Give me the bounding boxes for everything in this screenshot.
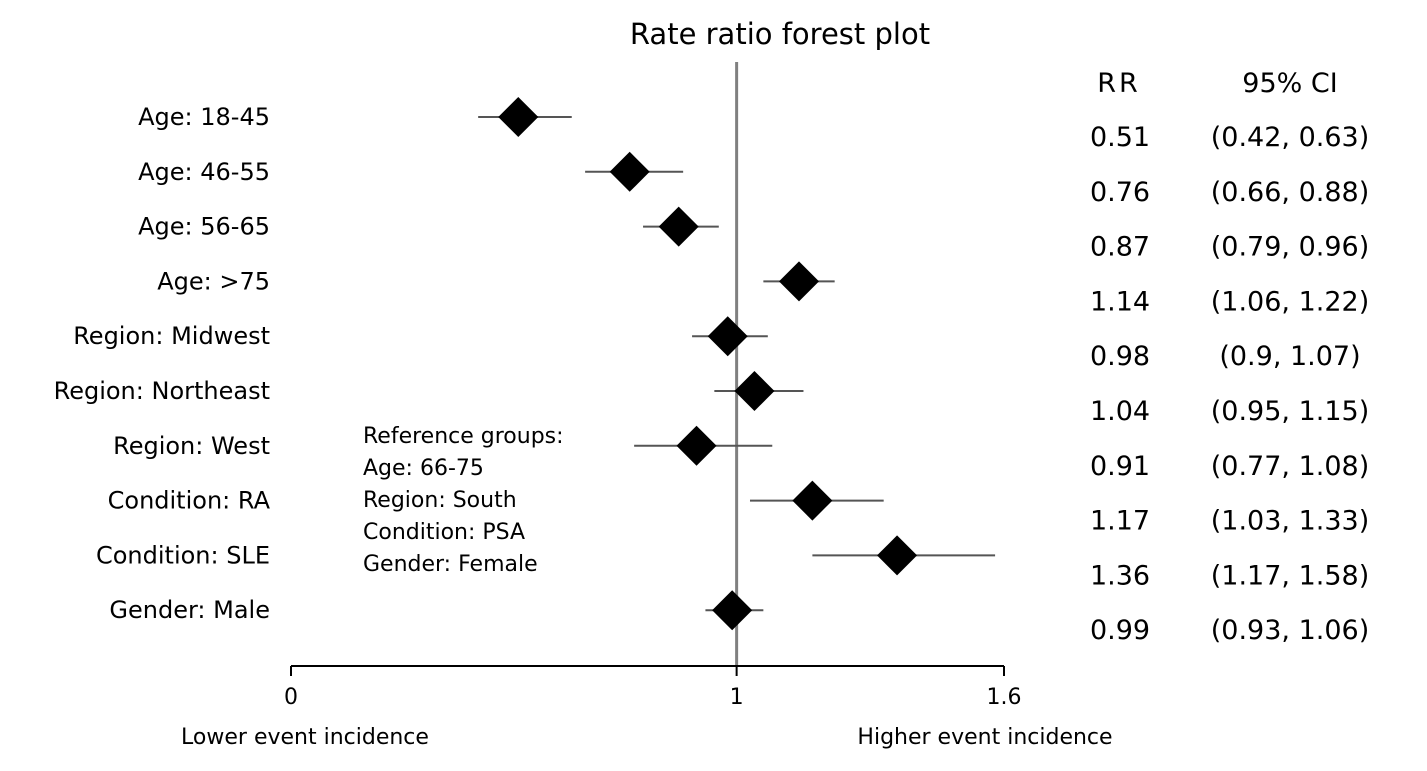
forest-row: Age: >75 1.14 (1.06, 1.22) bbox=[157, 261, 1369, 317]
reference-group-line: Reference groups: bbox=[363, 424, 564, 449]
forest-row: Condition: SLE 1.36 (1.17, 1.58) bbox=[96, 535, 1369, 591]
ci-value: (1.03, 1.33) bbox=[1211, 506, 1369, 537]
row-label: Age: 46-55 bbox=[138, 158, 270, 186]
row-label: Region: Midwest bbox=[73, 322, 270, 350]
x-tick-label: 1 bbox=[730, 685, 744, 710]
ci-value: (0.93, 1.06) bbox=[1211, 615, 1369, 646]
rr-value: 1.17 bbox=[1090, 506, 1150, 537]
ci-value: (0.77, 1.08) bbox=[1211, 451, 1369, 482]
ci-value: (1.17, 1.58) bbox=[1211, 560, 1369, 591]
row-label: Age: >75 bbox=[157, 267, 270, 295]
reference-groups-note: Reference groups: Age: 66-75 Region: South… bbox=[363, 424, 564, 577]
row-label: Region: West bbox=[113, 432, 270, 460]
rr-marker bbox=[779, 261, 820, 302]
higher-incidence-label: Higher event incidence bbox=[857, 725, 1112, 750]
ci-value: (0.9, 1.07) bbox=[1219, 341, 1360, 372]
forest-row: Region: Midwest 0.98 (0.9, 1.07) bbox=[73, 316, 1361, 372]
x-tick-label: 1.6 bbox=[987, 685, 1022, 710]
rr-marker bbox=[712, 590, 753, 631]
rr-value: 0.91 bbox=[1090, 451, 1150, 482]
rr-value: 0.51 bbox=[1090, 122, 1150, 153]
rr-marker bbox=[658, 206, 699, 247]
rr-value: 1.36 bbox=[1090, 560, 1150, 591]
forest-row: Age: 56-65 0.87 (0.79, 0.96) bbox=[138, 206, 1369, 263]
row-label: Condition: RA bbox=[108, 487, 271, 515]
ci-value: (1.06, 1.22) bbox=[1211, 286, 1369, 317]
rr-column-header: RR bbox=[1097, 68, 1141, 99]
forest-row: Age: 46-55 0.76 (0.66, 0.88) bbox=[138, 151, 1369, 208]
forest-rows: Age: 18-45 0.51 (0.42, 0.63) Age: 46-55 0.76… bbox=[54, 97, 1369, 646]
forest-row: Region: West 0.91 (0.77, 1.08) bbox=[113, 425, 1369, 482]
lower-incidence-label: Lower event incidence bbox=[181, 725, 429, 750]
rr-value: 1.04 bbox=[1090, 396, 1150, 427]
rr-marker bbox=[498, 97, 539, 137]
x-tick-label: 0 bbox=[284, 685, 298, 710]
reference-group-line: Region: South bbox=[363, 488, 517, 513]
row-label: Region: Northeast bbox=[54, 377, 270, 405]
row-label: Condition: SLE bbox=[96, 541, 270, 569]
rr-value: 0.98 bbox=[1090, 341, 1150, 372]
ci-column-header: 95% CI bbox=[1242, 68, 1337, 99]
rr-marker bbox=[734, 371, 775, 411]
forest-row: Condition: RA 1.17 (1.03, 1.33) bbox=[108, 480, 1369, 537]
rr-marker bbox=[609, 151, 650, 192]
row-label: Gender: Male bbox=[109, 596, 270, 624]
ci-value: (0.42, 0.63) bbox=[1211, 122, 1369, 153]
forest-row: Age: 18-45 0.51 (0.42, 0.63) bbox=[138, 97, 1369, 153]
rr-marker bbox=[877, 535, 918, 576]
ci-value: (0.79, 0.96) bbox=[1211, 232, 1369, 263]
rr-value: 0.76 bbox=[1090, 177, 1150, 208]
chart-title: Rate ratio forest plot bbox=[630, 17, 930, 51]
reference-group-line: Age: 66-75 bbox=[363, 456, 484, 481]
rr-marker bbox=[707, 316, 748, 357]
rr-value: 0.99 bbox=[1090, 615, 1150, 646]
forest-row: Region: Northeast 1.04 (0.95, 1.15) bbox=[54, 371, 1369, 427]
rr-marker bbox=[676, 425, 717, 466]
row-label: Age: 56-65 bbox=[138, 213, 270, 241]
rr-marker bbox=[792, 480, 833, 521]
reference-group-line: Condition: PSA bbox=[363, 520, 525, 545]
ci-value: (0.66, 0.88) bbox=[1211, 177, 1369, 208]
reference-group-line: Gender: Female bbox=[363, 552, 538, 577]
x-axis-ticks: 0 1 1.6 bbox=[284, 666, 1022, 710]
rr-value: 1.14 bbox=[1090, 286, 1150, 317]
ci-value: (0.95, 1.15) bbox=[1211, 396, 1369, 427]
row-label: Age: 18-45 bbox=[138, 103, 270, 131]
rr-value: 0.87 bbox=[1090, 232, 1150, 263]
forest-row: Gender: Male 0.99 (0.93, 1.06) bbox=[109, 590, 1369, 646]
